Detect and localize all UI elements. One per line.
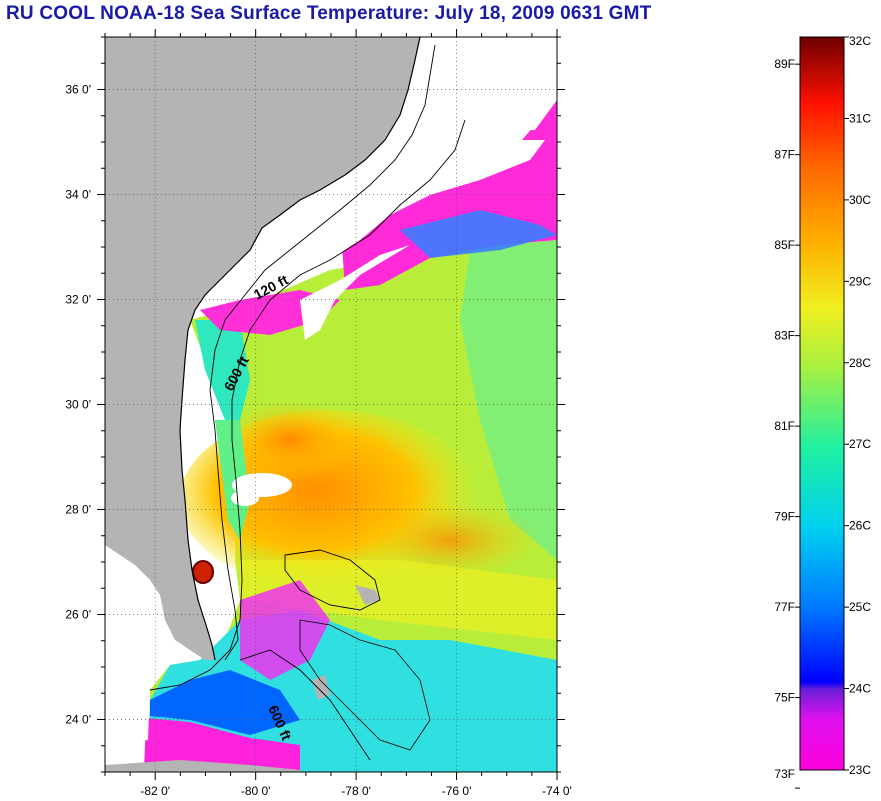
colorbar-label-celsius: 31C	[849, 111, 871, 125]
lake-okeechobee	[192, 560, 214, 584]
land-bahamas-2	[355, 585, 380, 605]
sst-blue-north	[400, 210, 557, 258]
sst-coastal-strip-2	[215, 420, 250, 540]
land-bahamas-1	[312, 675, 330, 700]
colorbar-label-fahrenheit: 77F	[774, 600, 795, 614]
colorbar-label-celsius: 27C	[849, 437, 871, 451]
bahamas-bank-outline	[284, 549, 381, 611]
colorbar-label-fahrenheit: 85F	[774, 238, 795, 252]
colorbar-label-celsius: 32C	[849, 34, 871, 48]
lat-tick-label: 34 0'	[65, 188, 91, 202]
cloud-band	[300, 245, 410, 340]
axis-ticks	[97, 29, 565, 780]
lon-tick-label: -80 0'	[241, 784, 271, 798]
colorbar-label-fahrenheit: 81F	[774, 419, 795, 433]
sst-coastal-strip	[195, 320, 250, 420]
colorbar-label-fahrenheit: 89F	[774, 57, 795, 71]
colorbar-label-celsius: 24C	[849, 682, 871, 696]
lat-tick-label: 30 0'	[65, 398, 91, 412]
colorbar-label-celsius: 26C	[849, 519, 871, 533]
map-imagery: 120 ft 600 ft 600 ft	[105, 37, 557, 772]
colorbar-label-fahrenheit: 83F	[774, 329, 795, 343]
colorbar-label-fahrenheit: 79F	[774, 510, 795, 524]
cloud-north-shelf	[255, 140, 545, 290]
sst-yellow-south	[240, 560, 557, 640]
bahamas-bank-outline-2	[299, 619, 431, 751]
cloud-patch-east	[505, 80, 557, 130]
axis-labels: -82 0' -80 0' -78 0' -76 0' -74 0' 24 0' 26 0'…	[65, 83, 571, 799]
sst-magenta-bahamas	[240, 580, 330, 680]
colorbar-labels: 32C 31C 30C 29C 28C 27C 26C 25C 24C 23C 89F 87F 85F 8…	[774, 34, 871, 789]
isobath-120ft	[209, 44, 436, 661]
no-data-gulf	[105, 570, 170, 745]
colorbar-label-celsius: 30C	[849, 193, 871, 207]
colorbar-label-fahrenheit: 73F	[774, 767, 795, 781]
sst-cool-east	[460, 240, 557, 560]
cloud-patch-florida-2	[231, 490, 259, 506]
sst-warm-core-2	[220, 400, 360, 480]
colorbar-label-celsius: 25C	[849, 600, 871, 614]
lon-tick-label: -82 0'	[140, 784, 170, 798]
colorbar	[799, 36, 845, 771]
lon-tick-label: -78 0'	[341, 784, 371, 798]
colorbar-label-celsius: 23C	[849, 763, 871, 777]
lon-tick-label: -76 0'	[442, 784, 472, 798]
lat-tick-label: 26 0'	[65, 608, 91, 622]
land-mainland	[105, 37, 420, 660]
map-title: RU COOL NOAA-18 Sea Surface Temperature:…	[6, 3, 652, 24]
isobath-600ft-2	[239, 649, 371, 761]
lat-tick-label: 32 0'	[65, 293, 91, 307]
lat-tick-label: 36 0'	[65, 83, 91, 97]
colorbar-label-celsius: 28C	[849, 356, 871, 370]
lat-tick-label: 28 0'	[65, 503, 91, 517]
lon-tick-label: -74 0'	[542, 784, 572, 798]
isobath-600ft	[149, 119, 466, 691]
colorbar-label-celsius: 29C	[849, 274, 871, 288]
sst-blue-south	[150, 670, 300, 735]
coastline	[179, 37, 421, 661]
lat-tick-label: 24 0'	[65, 713, 91, 727]
colorbar-label-fahrenheit: 75F	[774, 691, 795, 705]
cloud-patch-small	[305, 234, 345, 246]
land-cuba	[105, 760, 300, 772]
sst-warm-core-3	[360, 500, 540, 580]
sst-magenta-south	[144, 718, 300, 772]
colorbar-label-fahrenheit: 87F	[774, 148, 795, 162]
